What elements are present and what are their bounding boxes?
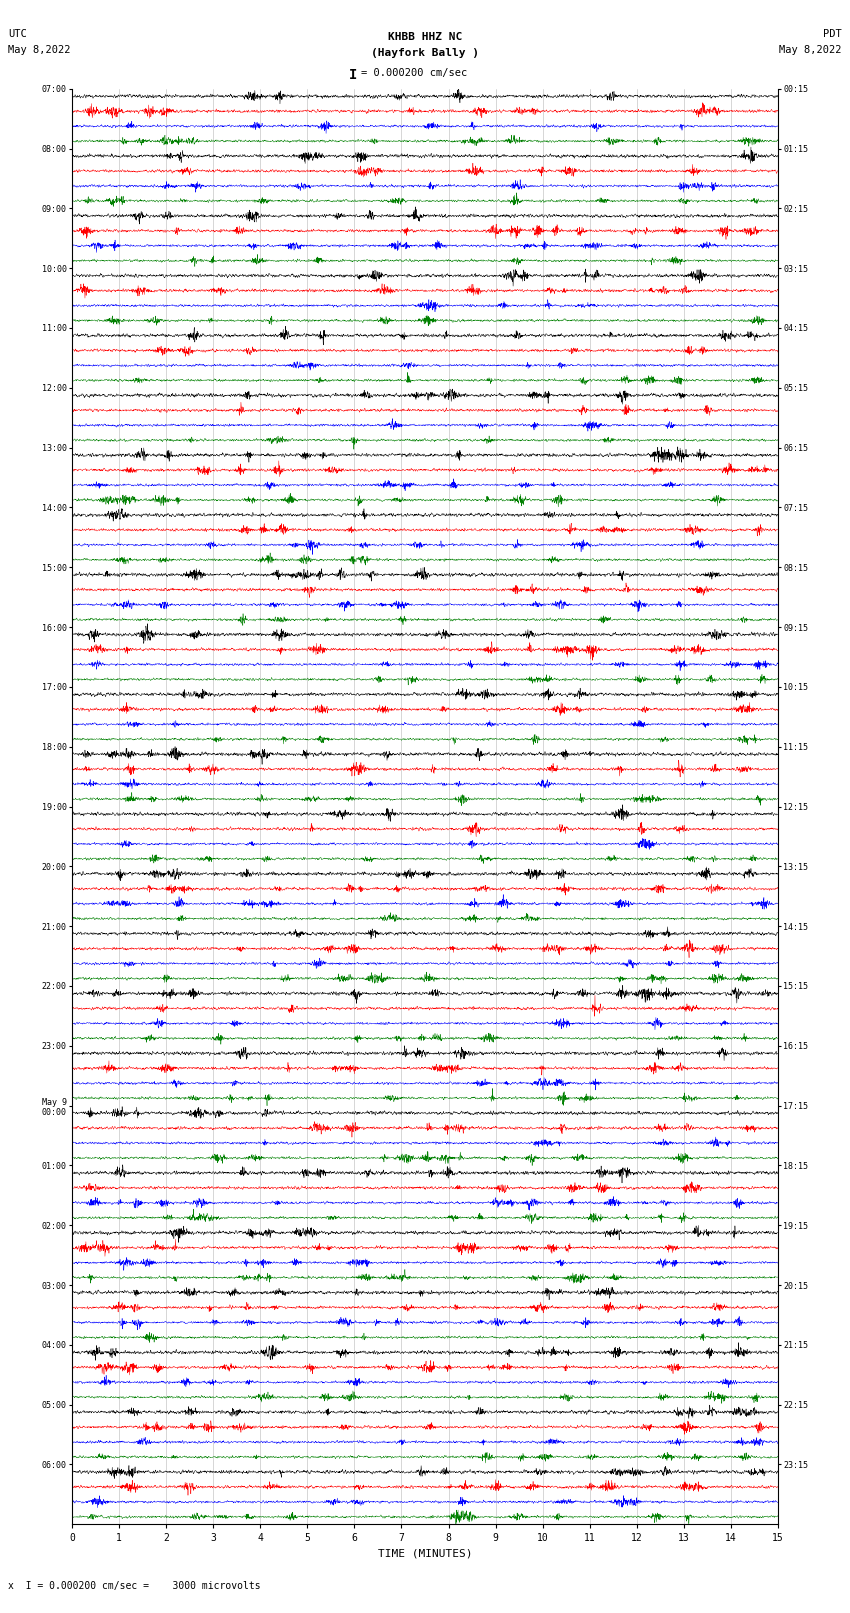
Text: I: I (348, 68, 357, 82)
Text: May 8,2022: May 8,2022 (779, 45, 842, 55)
Text: UTC: UTC (8, 29, 27, 39)
Text: = 0.000200 cm/sec: = 0.000200 cm/sec (361, 68, 468, 77)
Text: PDT: PDT (823, 29, 842, 39)
Text: KHBB HHZ NC: KHBB HHZ NC (388, 32, 462, 42)
Text: May 8,2022: May 8,2022 (8, 45, 71, 55)
Text: x  I = 0.000200 cm/sec =    3000 microvolts: x I = 0.000200 cm/sec = 3000 microvolts (8, 1581, 261, 1590)
Text: (Hayfork Bally ): (Hayfork Bally ) (371, 48, 479, 58)
X-axis label: TIME (MINUTES): TIME (MINUTES) (377, 1548, 473, 1558)
